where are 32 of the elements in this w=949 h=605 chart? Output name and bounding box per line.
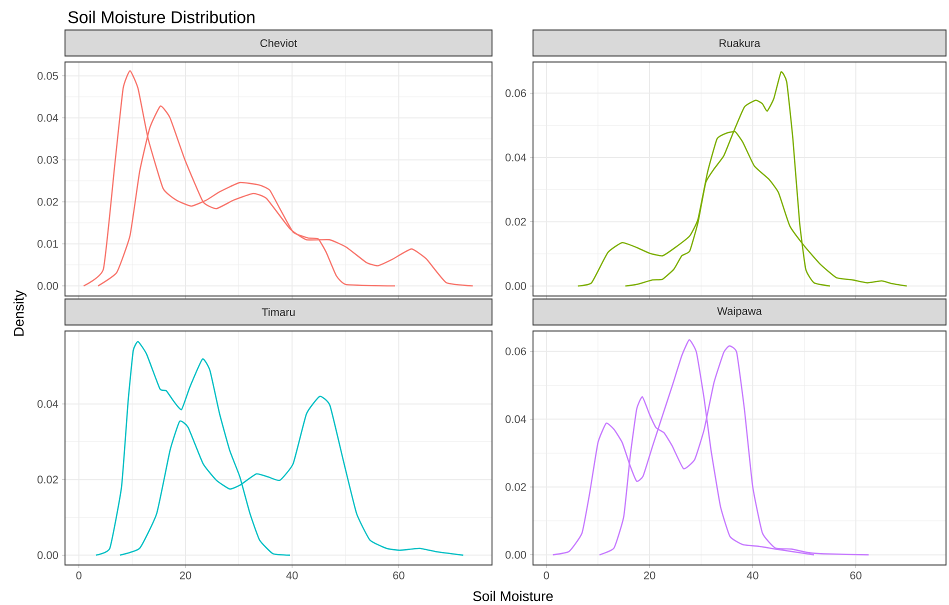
y-tick-label: 0.01 (37, 240, 58, 248)
y-tick-label: 0.00 (505, 282, 526, 290)
y-tick-label: 0.02 (37, 476, 58, 484)
x-tick-label: 0 (544, 572, 550, 580)
y-tick-label: 0.04 (505, 415, 526, 424)
x-tick-label: 20 (644, 572, 656, 580)
y-tick-label: 0.04 (37, 114, 58, 122)
y-tick-label: 0.06 (505, 89, 526, 98)
x-tick-label: 60 (850, 572, 862, 580)
chart-title: Timaru (262, 308, 295, 316)
y-tick-label: 0.04 (37, 400, 58, 408)
y-tick-label: 0.00 (37, 551, 58, 560)
y-tick-label: 0.04 (505, 154, 526, 162)
y-tick-label: 0.00 (505, 550, 526, 559)
y-tick-label: 0.00 (37, 282, 58, 290)
x-axis-title: Soil Moisture (473, 590, 553, 602)
y-tick-label: 0.05 (37, 72, 58, 80)
x-tick-label: 40 (286, 572, 298, 580)
chart-title: Waipawa (717, 306, 762, 318)
y-axis-title: Density (13, 290, 27, 336)
y-tick-label: 0.02 (37, 198, 58, 206)
chart-title: Cheviot (260, 38, 298, 48)
y-tick-label: 0.02 (505, 483, 526, 491)
x-tick-label: 60 (393, 572, 404, 580)
x-tick-label: 0 (76, 572, 82, 580)
text: Soil Moisture Distribution (68, 10, 254, 24)
y-tick-label: 0.03 (37, 156, 58, 164)
chart-title: Ruakura (720, 38, 760, 48)
x-tick-label: 20 (180, 572, 192, 580)
y-tick-label: 0.02 (505, 218, 526, 226)
y-tick-label: 0.06 (505, 347, 526, 356)
x-tick-label: 40 (746, 572, 758, 580)
